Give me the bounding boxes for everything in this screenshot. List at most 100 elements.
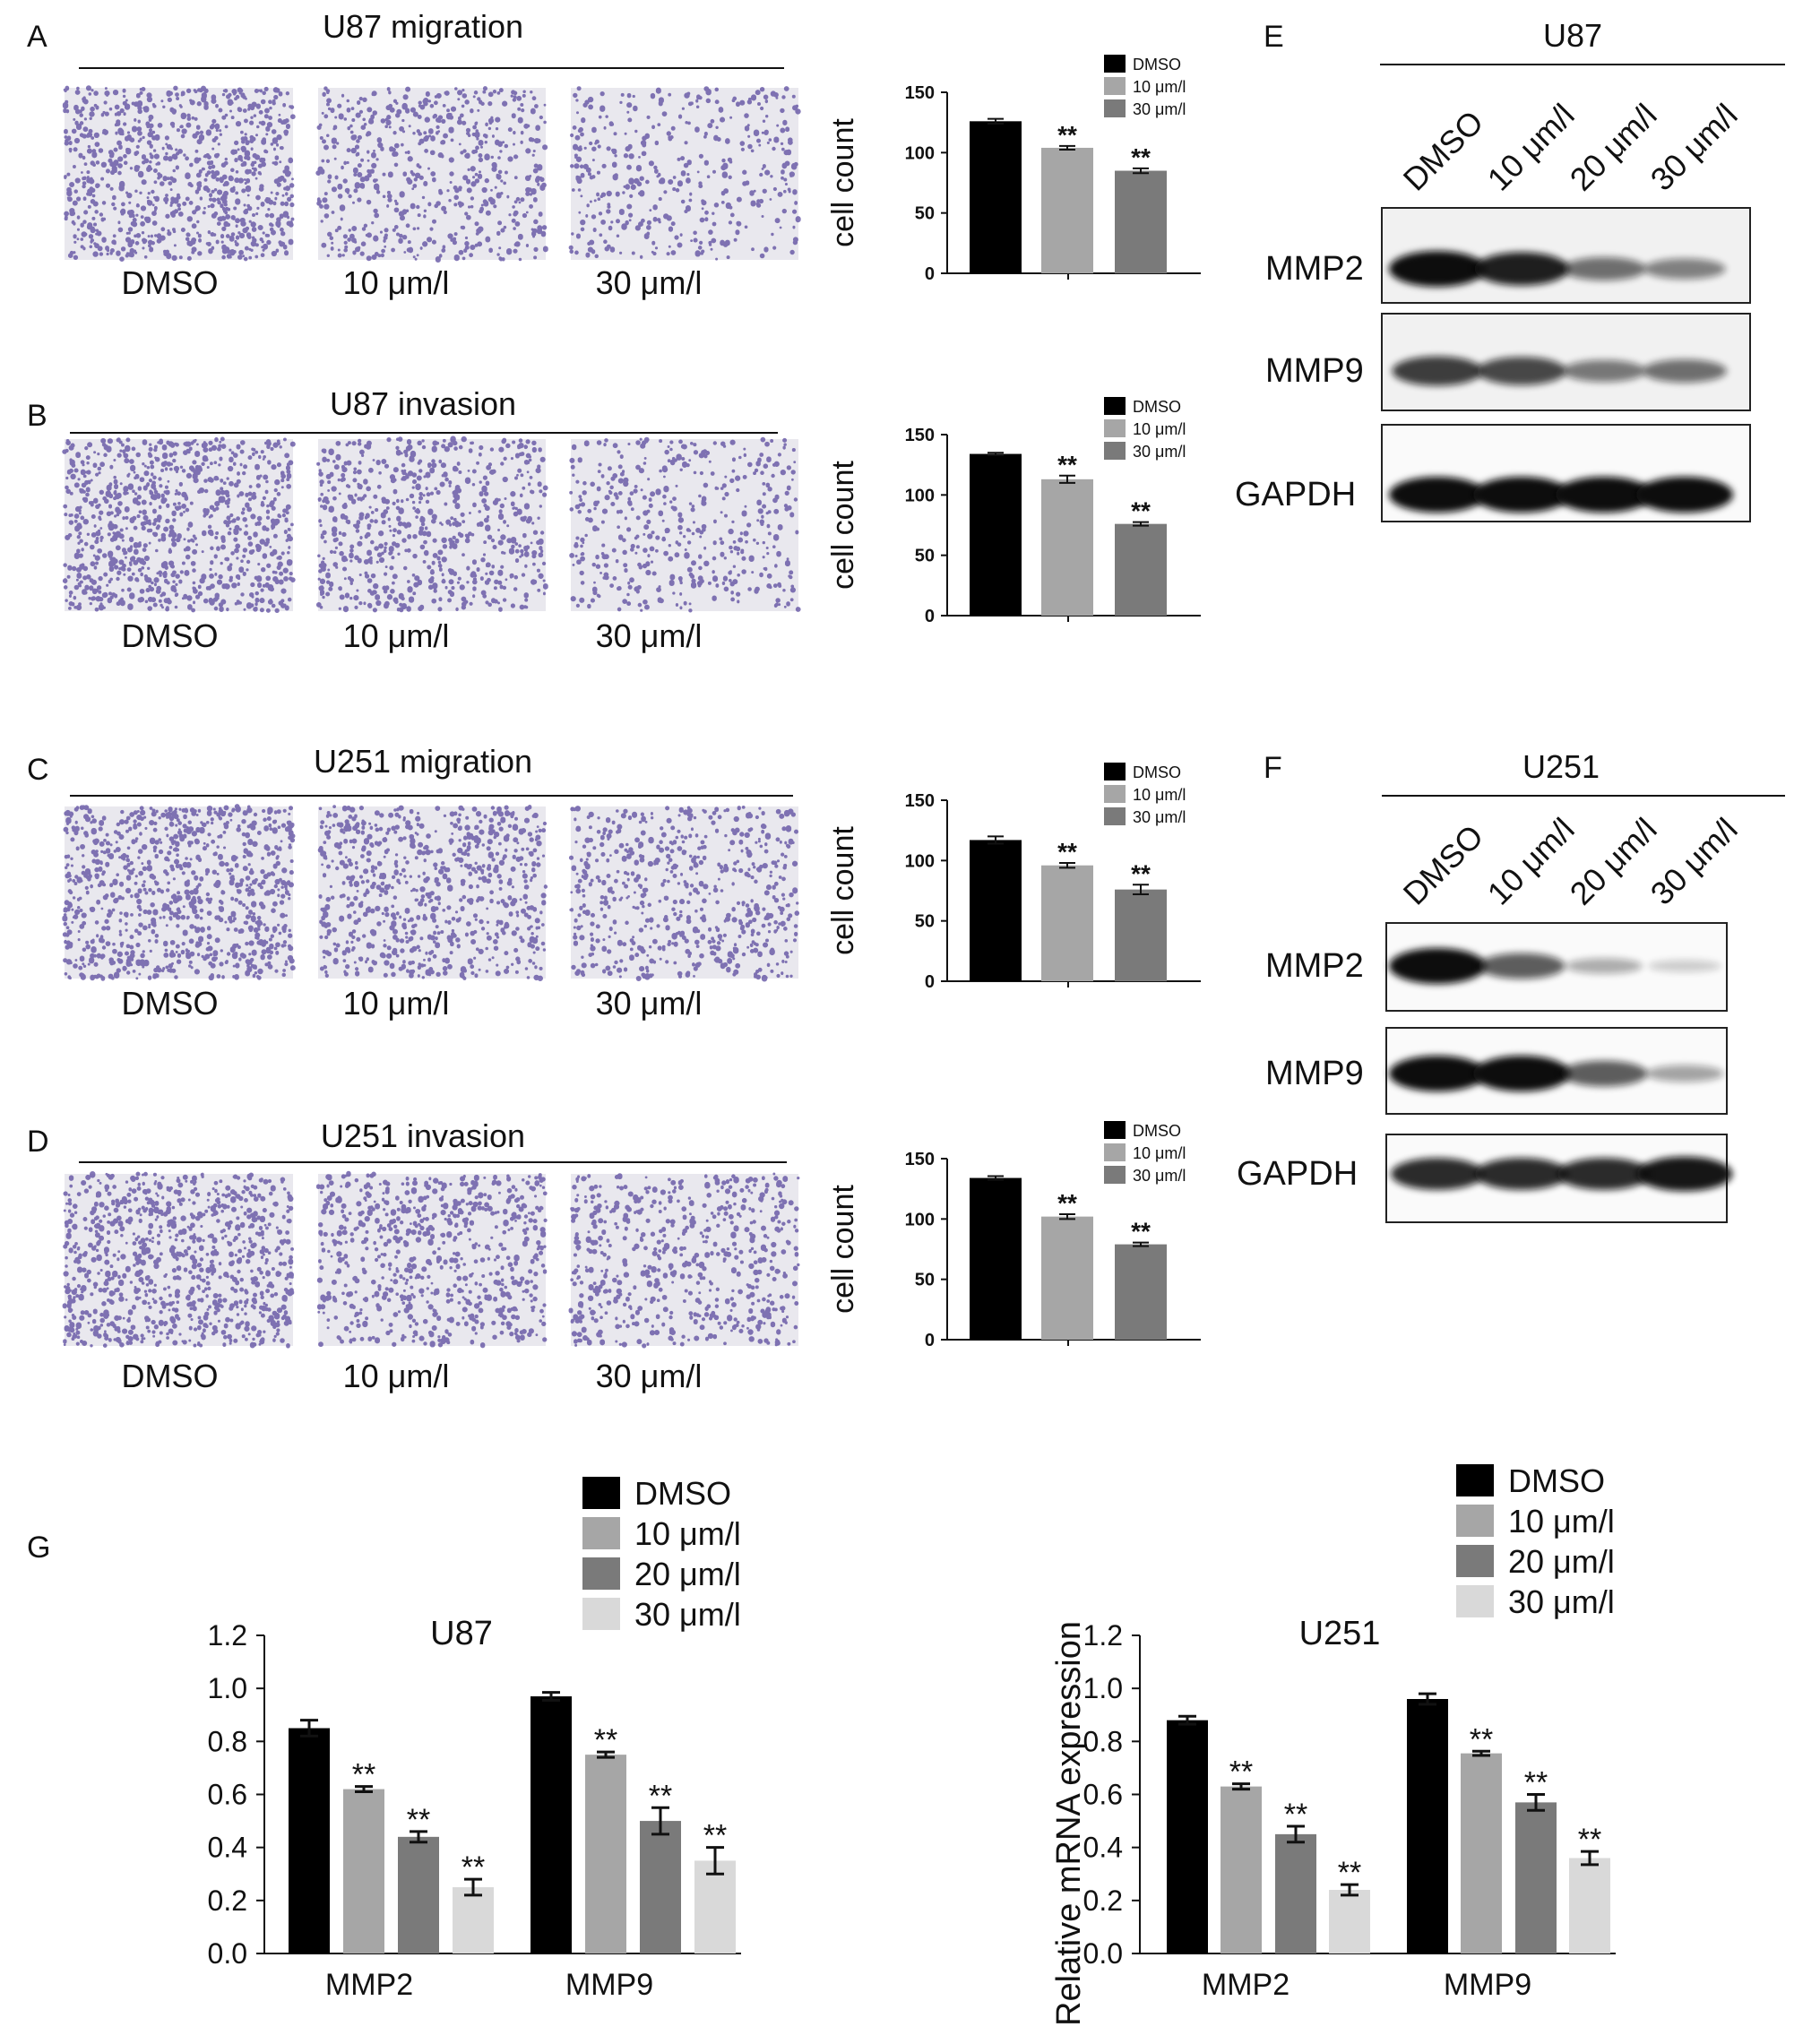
y-tick-label: 0.2	[208, 1884, 247, 1917]
y-tick-label: 1.2	[208, 1619, 247, 1652]
bar-chart-b: 0 50 100 150 cell count DMSO ** 10 μm/l ** 30 μm/…	[826, 397, 1201, 626]
legend-swatch	[582, 1517, 620, 1549]
error-bar	[1133, 884, 1149, 896]
bar-g-u251-s1-c2	[1407, 1699, 1448, 1953]
micrograph-label-c-2: 10 μm/l	[343, 985, 450, 1022]
legend-swatch	[582, 1598, 620, 1630]
bar-g-u251-s4-c2	[1569, 1858, 1610, 1953]
bar-d-2	[1041, 1216, 1093, 1340]
y-tick-label: 100	[905, 851, 935, 871]
stained-cells	[62, 85, 296, 263]
panel-letter-c: C	[27, 753, 49, 787]
micrograph-b-3	[569, 436, 801, 613]
significance-marker: **	[1131, 497, 1151, 525]
bar-d-1	[970, 1177, 1022, 1340]
protein-label: MMP2	[1265, 250, 1364, 288]
protein-band	[1389, 251, 1486, 287]
y-tick-label: 150	[905, 1150, 935, 1169]
error-bar	[1287, 1824, 1305, 1844]
protein-band	[1477, 357, 1566, 385]
micrograph-b-1	[62, 436, 296, 614]
micrograph-field	[318, 1174, 546, 1346]
panel-letter-e: E	[1264, 20, 1284, 54]
bar-chart-g-u87: 0.0 0.2 0.4 0.6 0.8 1.0 1.2 U87 MMP2 MMP9 DMSO ** **…	[208, 1475, 741, 2002]
protein-band	[1389, 477, 1486, 513]
panel-title-b: U87 invasion	[330, 385, 516, 422]
legend-swatch	[1104, 785, 1126, 803]
bar-a-2	[1041, 147, 1093, 273]
micrograph-c-2	[317, 805, 548, 981]
legend-label: DMSO	[1133, 398, 1181, 416]
panel-letter-f: F	[1264, 751, 1282, 785]
legend-label: 30 μm/l	[1133, 1167, 1186, 1185]
protein-band	[1556, 477, 1652, 513]
error-bar	[651, 1806, 669, 1836]
micrograph-a-2	[315, 86, 548, 263]
chart-title: U87	[430, 1615, 493, 1652]
panel-letter-d: D	[27, 1125, 49, 1159]
error-bar	[706, 1846, 724, 1876]
significance-marker: **	[461, 1850, 485, 1884]
stained-cells	[62, 436, 296, 614]
bar-chart-d: 0 50 100 150 cell count DMSO ** 10 μm/l ** 30 μm/…	[826, 1121, 1201, 1350]
category-label: MMP2	[1202, 1968, 1290, 2002]
y-tick-label: 0.6	[1083, 1779, 1123, 1811]
y-tick-label: 0.8	[1083, 1725, 1123, 1757]
stained-cells	[568, 86, 801, 261]
error-bar	[1133, 521, 1149, 527]
micrograph-label-d-2: 10 μm/l	[343, 1358, 450, 1394]
panel-title-c: U251 migration	[314, 743, 532, 780]
error-bar	[1341, 1883, 1359, 1897]
legend-swatch	[1456, 1545, 1494, 1577]
error-bar	[1059, 862, 1075, 869]
protein-band	[1478, 953, 1566, 979]
bar-g-u87-s4-c2	[694, 1860, 736, 1953]
y-axis-label: cell count	[826, 1185, 860, 1314]
stained-cells	[568, 1172, 800, 1349]
micrograph-b-2	[315, 436, 548, 613]
legend-swatch	[1104, 1121, 1126, 1139]
error-bar	[355, 1785, 373, 1794]
protein-label: GAPDH	[1237, 1155, 1358, 1193]
legend-swatch	[1104, 55, 1126, 73]
y-axis-label: cell count	[826, 461, 860, 590]
bar-chart-a: 0 50 100 150 cell count DMSO ** 10 μm/l ** 30 μm/…	[826, 55, 1201, 284]
panel-letter-b: B	[27, 399, 47, 433]
significance-marker: **	[1057, 451, 1077, 479]
lane-label: 30 μm/l	[1643, 811, 1745, 912]
category-label: MMP2	[325, 1968, 413, 2002]
bar-c-3	[1115, 889, 1167, 981]
bar-b-2	[1041, 479, 1093, 616]
error-bar	[464, 1877, 482, 1897]
error-bar	[1232, 1782, 1250, 1791]
bar-b-1	[970, 453, 1022, 616]
legend-swatch	[1456, 1585, 1494, 1617]
stained-cells	[317, 805, 548, 981]
protein-label: MMP9	[1265, 1055, 1364, 1092]
error-bar	[410, 1830, 427, 1844]
legend-label: DMSO	[634, 1475, 731, 1512]
y-tick-label: 0.2	[1083, 1884, 1123, 1917]
legend-swatch	[1456, 1505, 1494, 1537]
legend-swatch	[582, 1477, 620, 1509]
micrograph-c-1	[62, 804, 296, 981]
bar-g-u251-s2-c2	[1461, 1753, 1502, 1953]
stained-cells	[62, 804, 296, 981]
error-bar	[988, 117, 1004, 125]
lane-label: 20 μm/l	[1563, 811, 1664, 912]
micrograph-label-c-1: DMSO	[122, 985, 219, 1022]
protein-band	[1643, 258, 1726, 280]
error-bar	[1133, 167, 1149, 175]
legend-swatch	[1104, 1166, 1126, 1184]
bar-g-u87-s4-c1	[453, 1887, 494, 1953]
significance-marker: **	[1338, 1856, 1361, 1890]
stained-cells	[315, 436, 548, 613]
protein-label: MMP9	[1265, 352, 1364, 390]
micrograph-label-b-2: 10 μm/l	[343, 617, 450, 654]
micrograph-label-a-1: DMSO	[122, 264, 219, 301]
legend-label: 20 μm/l	[634, 1556, 741, 1592]
significance-marker: **	[649, 1779, 672, 1813]
micrograph-label-d-3: 30 μm/l	[596, 1358, 703, 1394]
micrograph-label-d-1: DMSO	[122, 1358, 219, 1394]
protein-band	[1473, 477, 1570, 513]
